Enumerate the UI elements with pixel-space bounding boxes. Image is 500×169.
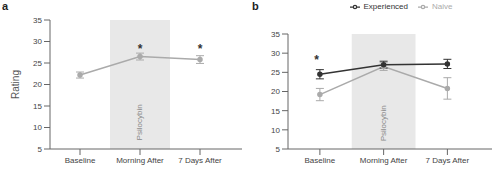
svg-text:30: 30 [33, 37, 42, 46]
svg-text:35: 35 [271, 30, 280, 39]
svg-text:7 Days After: 7 Days After [426, 156, 470, 165]
svg-text:15: 15 [33, 102, 42, 111]
svg-text:5: 5 [38, 145, 43, 154]
svg-text:30: 30 [271, 49, 280, 58]
html-text:a: a [2, 0, 9, 12]
svg-text:Morning After: Morning After [116, 156, 164, 165]
svg-text:Baseline: Baseline [65, 156, 96, 165]
html-text:Experienced: Experienced [363, 2, 408, 12]
svg-text:*: * [314, 53, 319, 67]
html-text:b: b [252, 0, 259, 12]
svg-text:*: * [138, 42, 143, 56]
svg-text:25: 25 [33, 59, 42, 68]
svg-text:Psilocybin: Psilocybin [136, 104, 145, 140]
svg-text:10: 10 [33, 123, 42, 132]
svg-text:20: 20 [271, 87, 280, 96]
svg-text:25: 25 [271, 68, 280, 77]
svg-text:7 Days After: 7 Days After [178, 156, 222, 165]
html-text:Naive: Naive [432, 2, 453, 12]
svg-text:10: 10 [271, 126, 280, 135]
svg-text:*: * [198, 42, 203, 56]
svg-text:15: 15 [271, 107, 280, 116]
svg-text:20: 20 [33, 80, 42, 89]
svg-text:Morning After: Morning After [360, 156, 408, 165]
svg-text:Rating: Rating [10, 70, 21, 99]
svg-text:35: 35 [33, 16, 42, 25]
svg-text:Baseline: Baseline [305, 156, 336, 165]
svg-text:Psilocybin: Psilocybin [379, 105, 388, 141]
svg-text:5: 5 [276, 145, 281, 154]
